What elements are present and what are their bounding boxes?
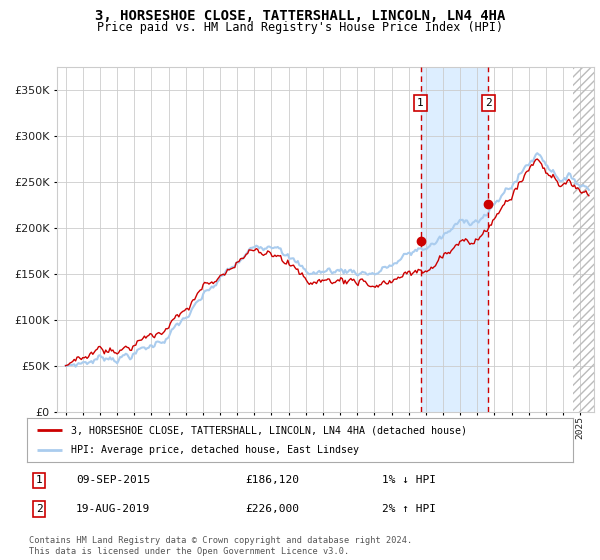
Text: 3, HORSESHOE CLOSE, TATTERSHALL, LINCOLN, LN4 4HA (detached house): 3, HORSESHOE CLOSE, TATTERSHALL, LINCOLN… (71, 425, 467, 435)
Text: £186,120: £186,120 (245, 475, 299, 486)
Text: £226,000: £226,000 (245, 504, 299, 514)
Text: 3, HORSESHOE CLOSE, TATTERSHALL, LINCOLN, LN4 4HA: 3, HORSESHOE CLOSE, TATTERSHALL, LINCOLN… (95, 9, 505, 23)
Text: 09-SEP-2015: 09-SEP-2015 (76, 475, 151, 486)
Text: Contains HM Land Registry data © Crown copyright and database right 2024.
This d: Contains HM Land Registry data © Crown c… (29, 536, 412, 556)
Text: 19-AUG-2019: 19-AUG-2019 (76, 504, 151, 514)
Bar (421, 67, 488, 412)
Text: 1% ↓ HPI: 1% ↓ HPI (382, 475, 436, 486)
Text: Price paid vs. HM Land Registry's House Price Index (HPI): Price paid vs. HM Land Registry's House … (97, 21, 503, 34)
Text: 2: 2 (35, 504, 43, 514)
Text: 1: 1 (35, 475, 43, 486)
Text: 1: 1 (417, 99, 424, 109)
Text: 2% ↑ HPI: 2% ↑ HPI (382, 504, 436, 514)
Text: HPI: Average price, detached house, East Lindsey: HPI: Average price, detached house, East… (71, 445, 359, 455)
Text: 2: 2 (485, 99, 491, 109)
Bar (573, 67, 600, 412)
